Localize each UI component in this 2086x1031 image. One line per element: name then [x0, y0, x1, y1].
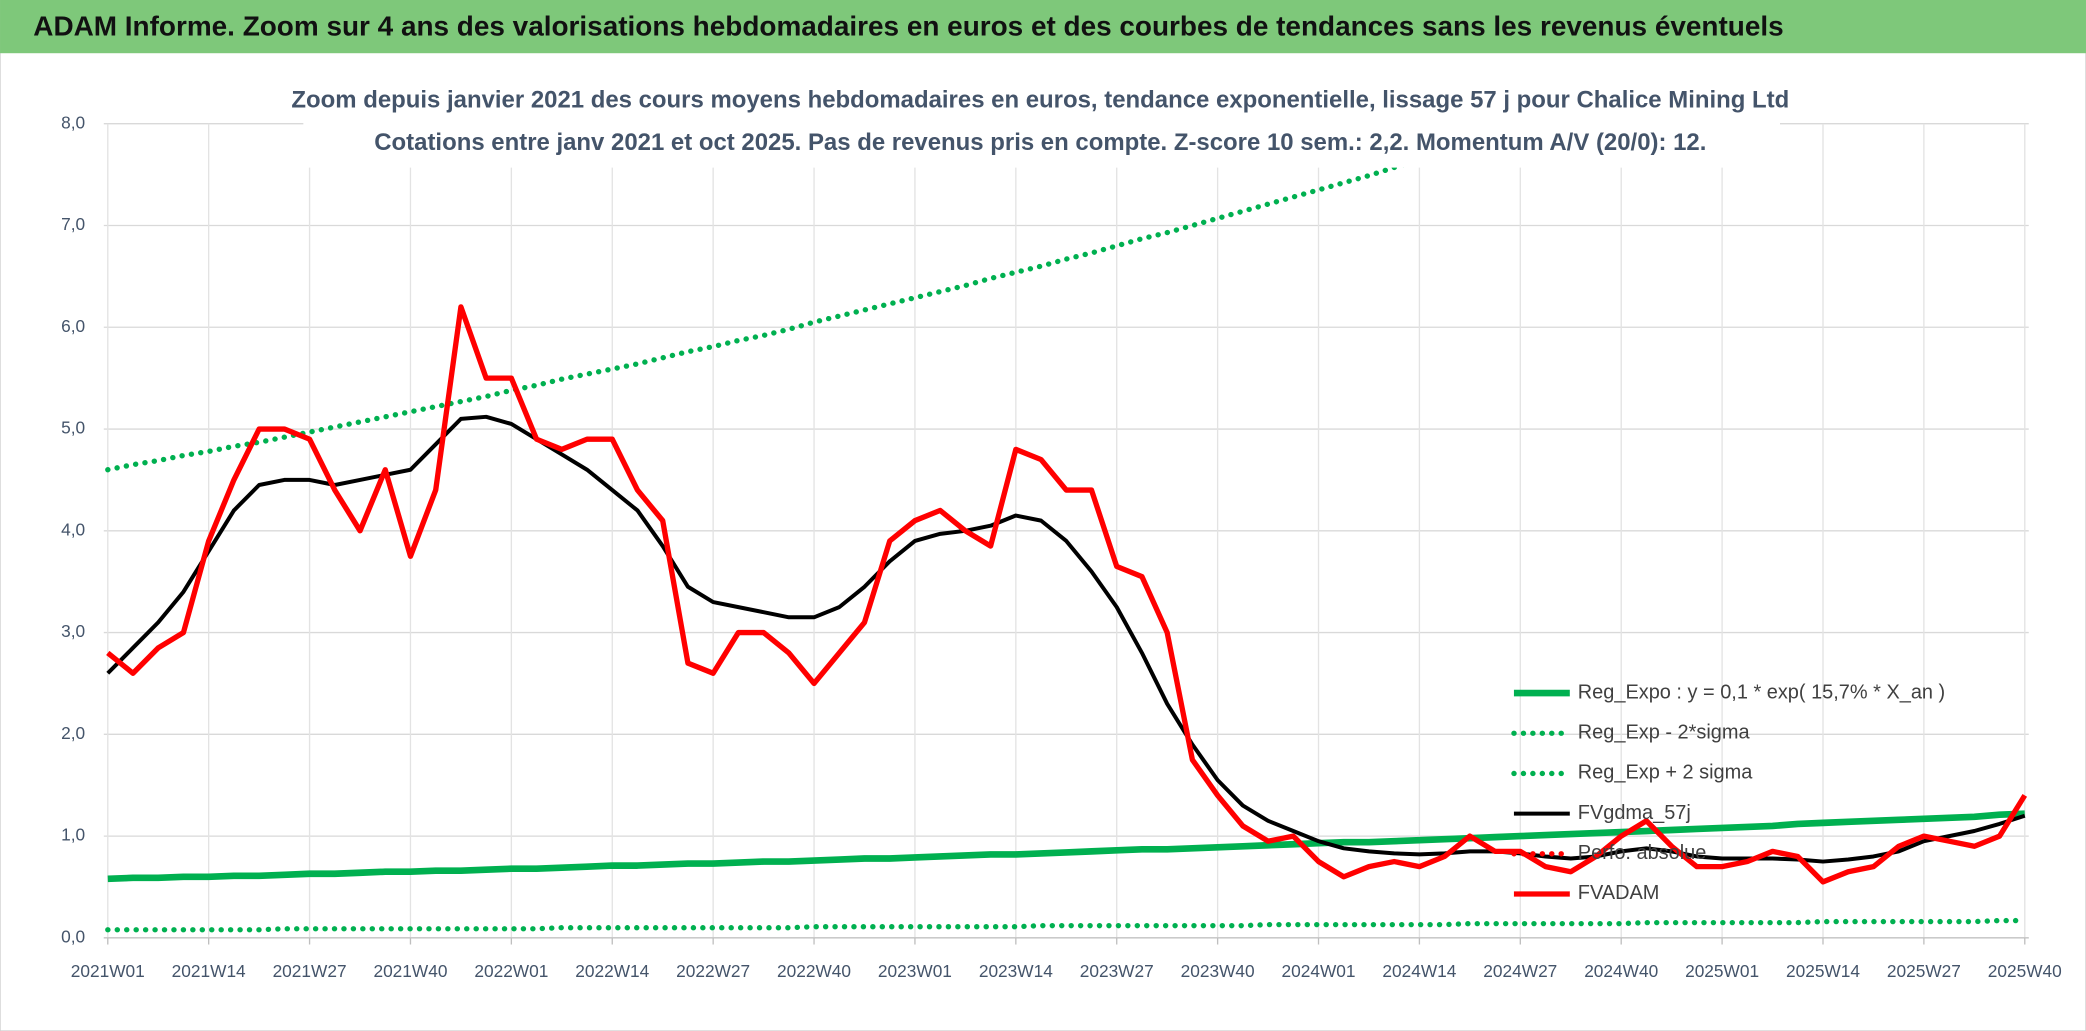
legend: Reg_Expo : y = 0,1 * exp( 15,7% * X_an )… [1511, 681, 1945, 904]
x-tick-label: 2025W40 [1988, 961, 2062, 981]
x-tick-label: 2024W40 [1584, 961, 1658, 981]
y-tick-label: 1,0 [61, 825, 85, 845]
series-line [106, 304, 2028, 885]
x-tick-label: 2024W01 [1282, 961, 1356, 981]
header-bar [0, 0, 2086, 54]
series-line [105, 917, 2028, 933]
x-tick-label: 2024W27 [1483, 961, 1557, 981]
legend-label: FVgdma_57j [1578, 802, 1691, 824]
x-tick-label: 2025W01 [1685, 961, 1759, 981]
x-tick-label: 2022W40 [777, 961, 851, 981]
legend-label: Reg_Exp + 2 sigma [1578, 762, 1753, 784]
legend-label: Reg_Expo : y = 0,1 * exp( 15,7% * X_an ) [1578, 681, 1945, 703]
header-title: ADAM Informe. Zoom sur 4 ans des valoris… [33, 10, 1783, 41]
series-line [106, 414, 2026, 864]
legend-label: Reg_Exp - 2*sigma [1578, 722, 1751, 744]
x-tick-label: 2023W40 [1181, 961, 1255, 981]
legend-label: Perfo. absolue [1578, 842, 1707, 864]
x-tick-label: 2022W14 [575, 961, 649, 981]
x-tick-label: 2022W27 [676, 961, 750, 981]
title-box [303, 79, 1780, 168]
y-tick-label: 7,0 [61, 214, 85, 234]
y-tick-label: 2,0 [61, 723, 85, 743]
x-tick-label: 2025W14 [1786, 961, 1860, 981]
y-tick-label: 6,0 [61, 316, 85, 336]
chart-subtitle: Cotations entre janv 2021 et oct 2025. P… [374, 129, 1706, 156]
x-tick-label: 2021W14 [172, 961, 246, 981]
series-line [107, 810, 2025, 883]
y-tick-label: 4,0 [61, 519, 85, 539]
x-tick-label: 2023W14 [979, 961, 1053, 981]
series-line [105, 123, 1545, 473]
legend-label: FVADAM [1578, 882, 1660, 904]
chart-title: Zoom depuis janvier 2021 des cours moyen… [291, 86, 1789, 113]
plot-lines [105, 123, 2028, 933]
y-tick-label: 0,0 [61, 926, 85, 946]
x-tick-label: 2021W40 [373, 961, 447, 981]
x-tick-label: 2023W27 [1080, 961, 1154, 981]
y-tick-label: 3,0 [61, 621, 85, 641]
y-tick-label: 8,0 [61, 112, 85, 132]
x-tick-label: 2021W27 [273, 961, 347, 981]
y-tick-label: 5,0 [61, 418, 85, 438]
x-tick-label: 2023W01 [878, 961, 952, 981]
x-tick-label: 2024W14 [1382, 961, 1456, 981]
x-tick-label: 2022W01 [474, 961, 548, 981]
x-tick-label: 2025W27 [1887, 961, 1961, 981]
x-tick-label: 2021W01 [71, 961, 145, 981]
